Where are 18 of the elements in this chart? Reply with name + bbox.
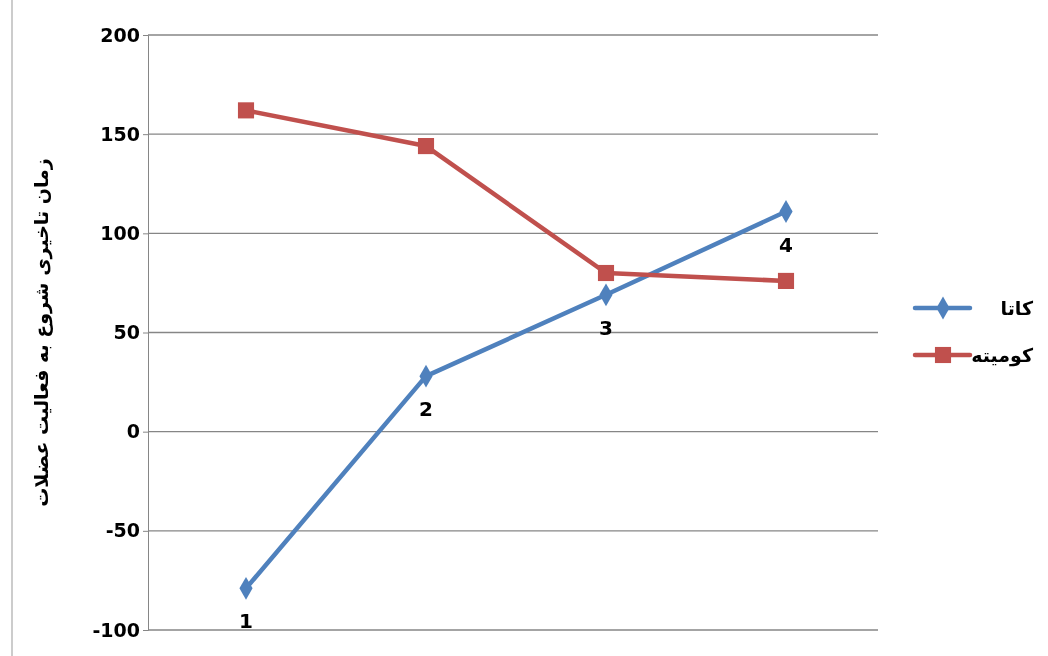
- y-tick-label: 150: [100, 122, 140, 145]
- y-tick-label: -50: [105, 519, 140, 542]
- legend-label: کومیته: [971, 344, 1034, 367]
- y-axis-title: زمان تاخیری شروع به فعالیت عضلات: [30, 158, 53, 507]
- y-tick-label: 200: [100, 23, 140, 46]
- point: [417, 138, 435, 155]
- y-tick-label: 50: [113, 321, 140, 344]
- y-tick-label: 0: [126, 420, 140, 443]
- point: [597, 264, 615, 282]
- x-tick-label: 3: [599, 315, 613, 340]
- point: [237, 102, 255, 119]
- x-tick-label: 4: [779, 232, 793, 257]
- point: [777, 272, 795, 289]
- x-tick-label: 1: [239, 609, 253, 634]
- y-tick-label: 100: [100, 221, 140, 244]
- legend-label: کاتا: [1000, 297, 1034, 319]
- y-tick-label: -100: [92, 618, 140, 641]
- x-tick-label: 2: [419, 397, 433, 422]
